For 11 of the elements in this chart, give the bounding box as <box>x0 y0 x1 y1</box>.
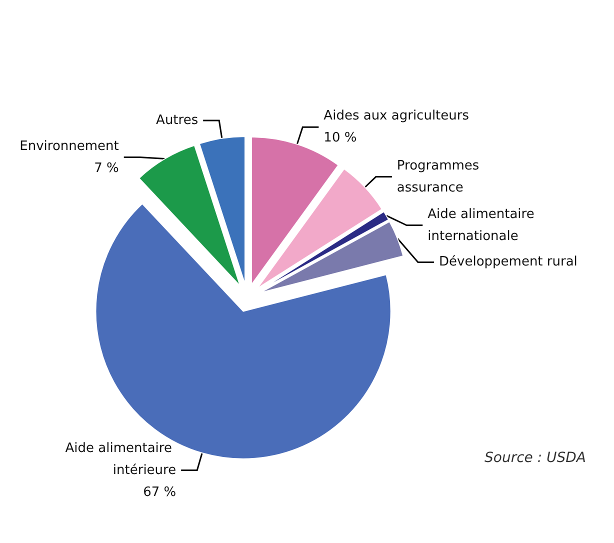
slice-label: Développement rural <box>439 254 578 270</box>
slice-label: Aides aux agriculteurs <box>324 108 470 124</box>
slice-label: Aide alimentaire intérieure <box>65 440 176 478</box>
slice-label: Environnement <box>20 138 119 154</box>
slice-label: Autres <box>156 113 198 128</box>
data-label: 67 % <box>143 484 176 500</box>
data-label: 7 % <box>94 160 119 176</box>
source-note: Source : USDA <box>484 450 586 466</box>
data-label: 10 % <box>324 130 357 146</box>
slice-label: Aide alimentaire internationale <box>428 206 538 244</box>
slice-label: Programmes assurance <box>396 158 484 196</box>
